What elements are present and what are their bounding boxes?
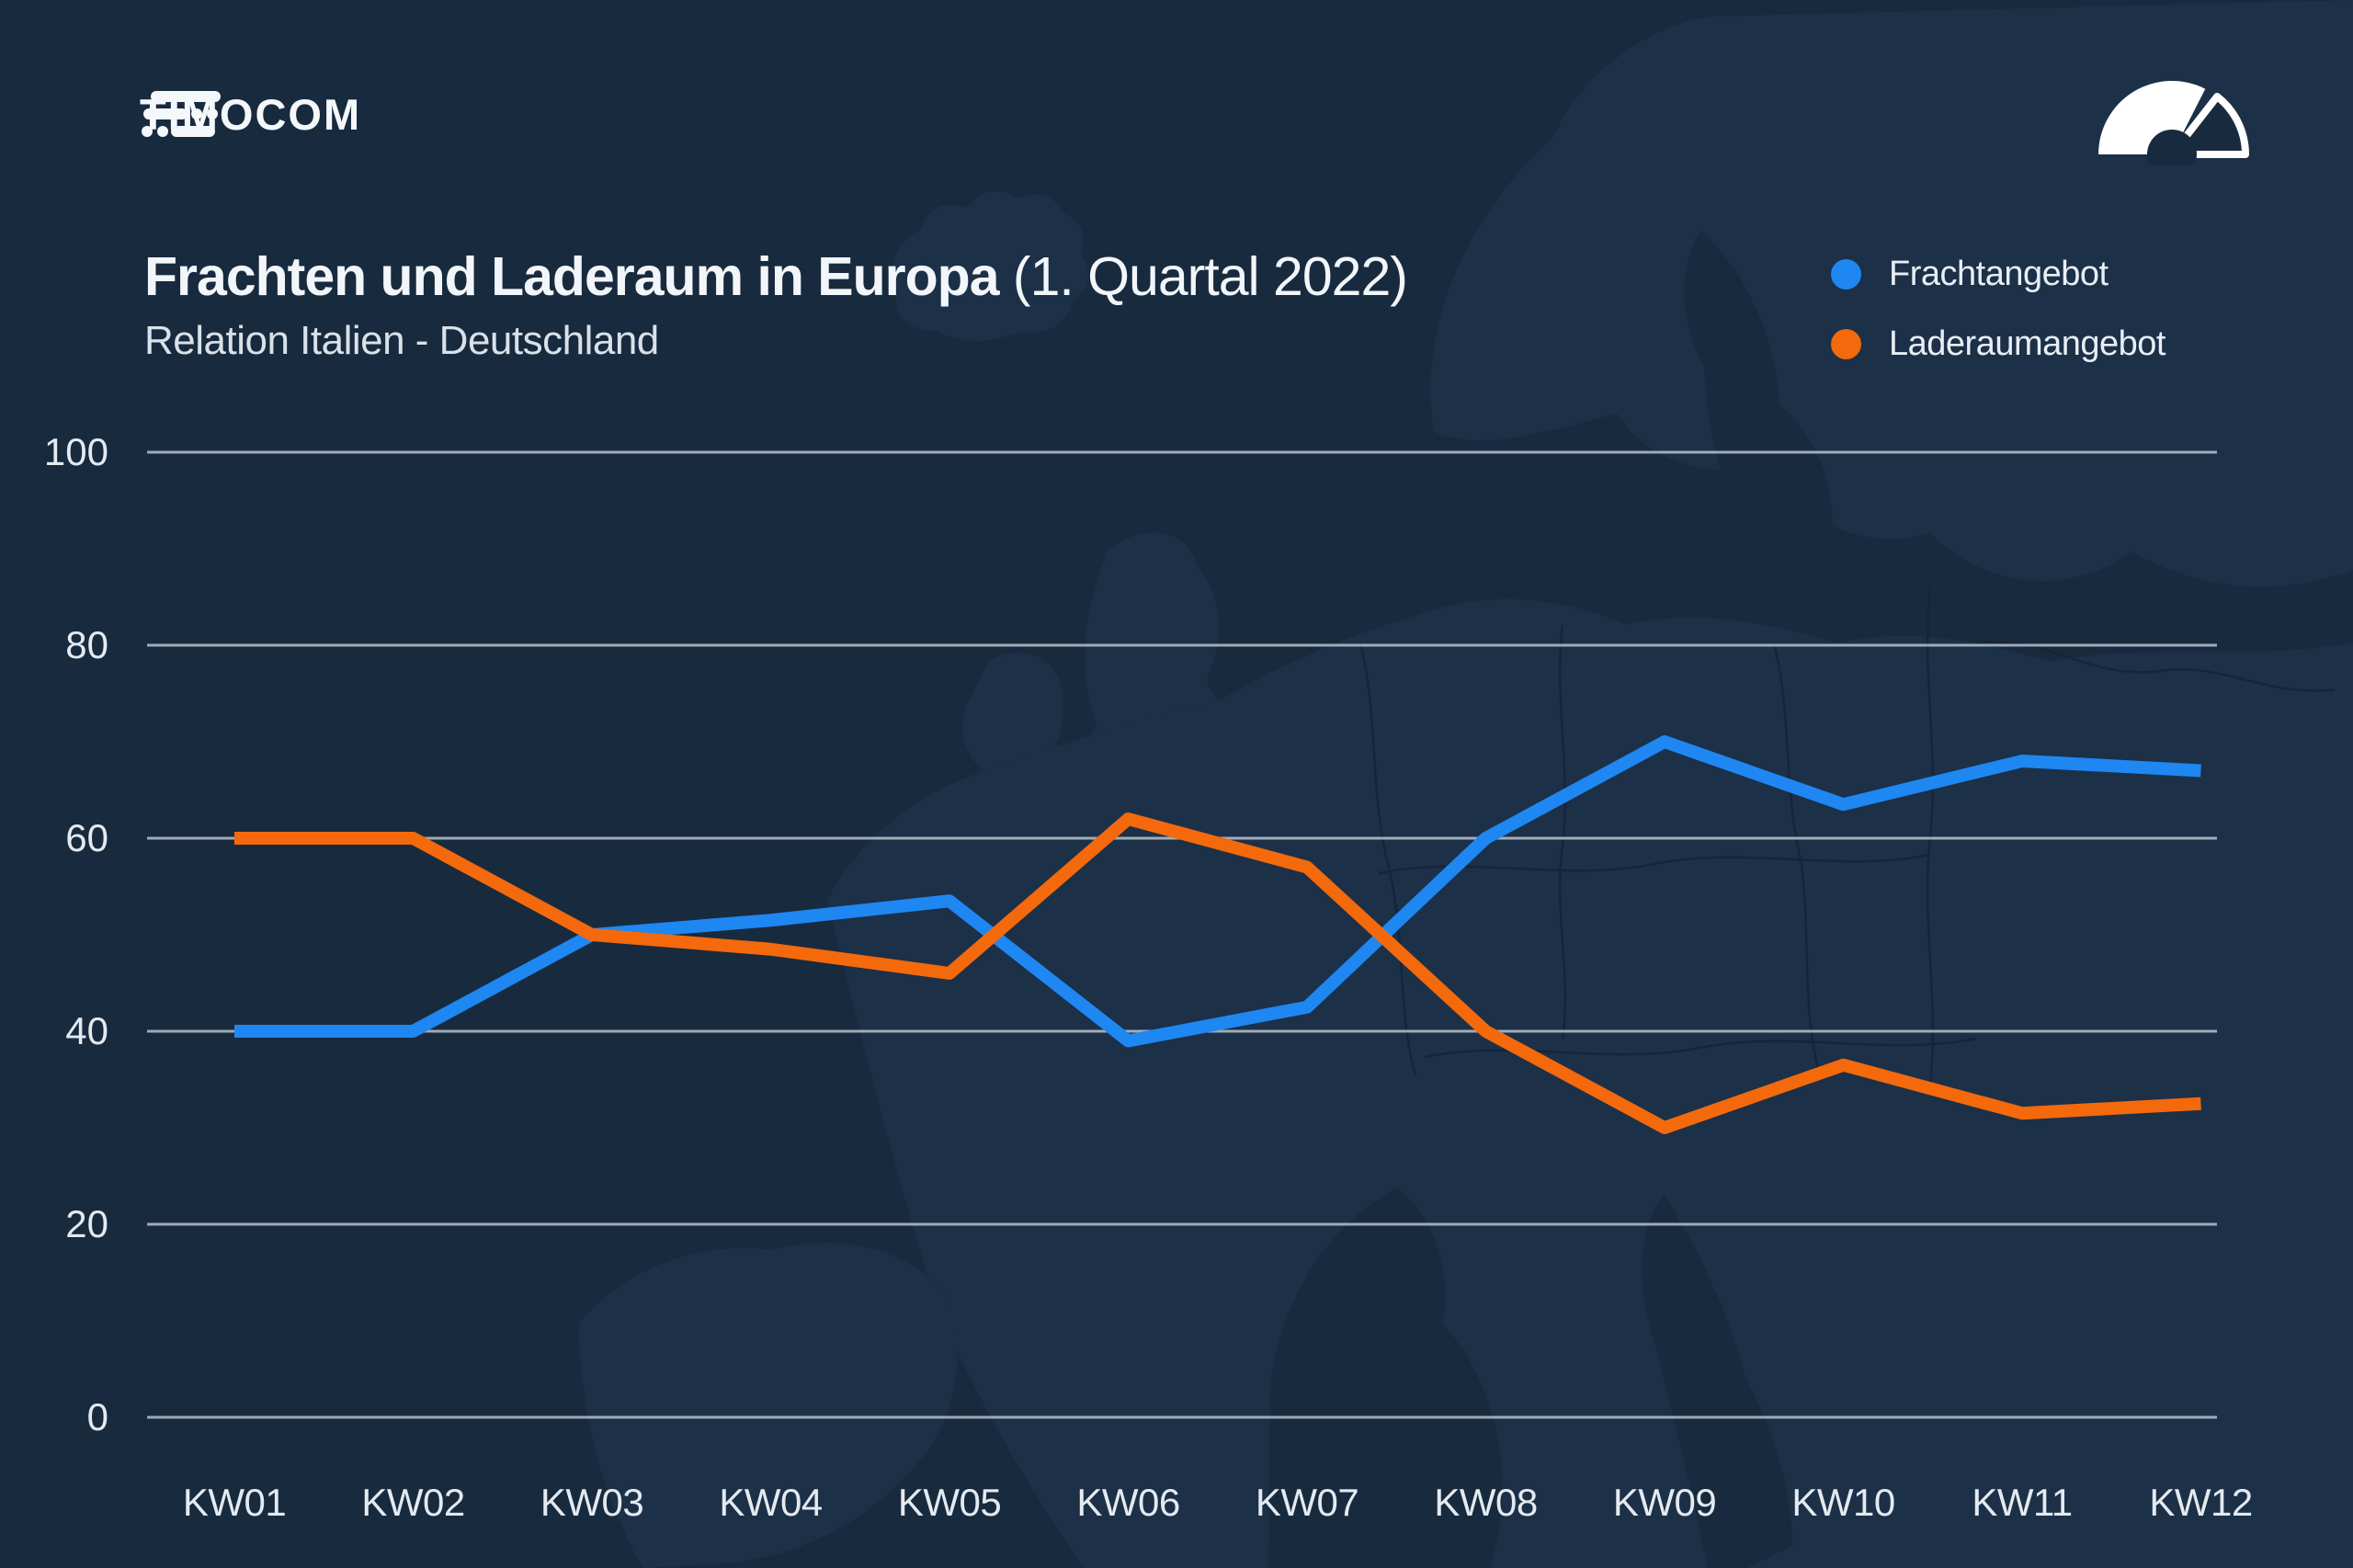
speedometer-gauge-icon bbox=[2094, 72, 2250, 165]
map-border-line-0 bbox=[1358, 642, 1417, 1076]
chart-title: Frachten und Laderaum in Europa (1. Quar… bbox=[144, 244, 1408, 309]
x-tick-label-kw05: KW05 bbox=[897, 1481, 1002, 1524]
map-shape-8 bbox=[579, 1243, 958, 1568]
y-tick-label-20: 20 bbox=[65, 1202, 108, 1245]
x-tick-label-kw08: KW08 bbox=[1434, 1481, 1538, 1524]
map-border-line-3 bbox=[1926, 587, 1935, 1085]
legend-dot-icon bbox=[1831, 328, 1861, 359]
x-tick-label-kw07: KW07 bbox=[1255, 1481, 1359, 1524]
x-tick-label-kw01: KW01 bbox=[182, 1481, 287, 1524]
map-border-line-6 bbox=[1975, 641, 2336, 692]
map-border-line-2 bbox=[1772, 642, 1822, 1076]
y-tick-label-0: 0 bbox=[86, 1395, 108, 1438]
series-line-frachtangebot bbox=[234, 735, 2201, 1048]
y-tick-label-60: 60 bbox=[65, 816, 108, 859]
x-tick-label-kw10: KW10 bbox=[1791, 1481, 1895, 1524]
map-shape-0 bbox=[892, 191, 1088, 341]
legend-label: Frachtangebot bbox=[1889, 254, 2109, 293]
x-tick-label-kw04: KW04 bbox=[719, 1481, 823, 1524]
timocom-logo-icon bbox=[142, 91, 221, 137]
map-shape-2 bbox=[1684, 230, 1833, 572]
map-shape-4 bbox=[962, 653, 1063, 781]
y-tick-label-100: 100 bbox=[43, 430, 108, 473]
x-tick-label-kw02: KW02 bbox=[361, 1481, 465, 1524]
title-block: Frachten und Laderaum in Europa (1. Quar… bbox=[144, 244, 1408, 366]
chart-subtitle: Relation Italien - Deutschland bbox=[144, 318, 659, 363]
map-shape-6 bbox=[1268, 1187, 1503, 1568]
timocom-logo: TIMOCOM bbox=[140, 88, 361, 142]
map-border-line-4 bbox=[1378, 853, 1931, 875]
x-tick-label-kw09: KW09 bbox=[1612, 1481, 1717, 1524]
legend-label: Laderaumangebot bbox=[1889, 324, 2165, 363]
x-tick-label-kw03: KW03 bbox=[540, 1481, 644, 1524]
x-tick-label-kw11: KW11 bbox=[1972, 1481, 2073, 1524]
chart-legend: Frachtangebot Laderaumangebot bbox=[1831, 252, 2165, 366]
chart-title-period: (1. Quartal 2022) bbox=[1012, 246, 1408, 307]
chart-title-main: Frachten und Laderaum in Europa bbox=[144, 246, 1000, 307]
legend-item-1: Laderaumangebot bbox=[1831, 322, 2165, 366]
y-tick-label-40: 40 bbox=[65, 1009, 108, 1052]
y-tick-label-80: 80 bbox=[65, 623, 108, 666]
legend-dot-icon bbox=[1831, 258, 1861, 290]
x-tick-label-kw06: KW06 bbox=[1076, 1481, 1180, 1524]
x-tick-label-kw12: KW12 bbox=[2149, 1481, 2253, 1524]
map-shape-7 bbox=[1642, 1195, 1792, 1568]
series-line-laderaumangebot bbox=[234, 812, 2201, 1134]
legend-item-0: Frachtangebot bbox=[1831, 252, 2165, 296]
map-border-line-1 bbox=[1558, 624, 1567, 1040]
